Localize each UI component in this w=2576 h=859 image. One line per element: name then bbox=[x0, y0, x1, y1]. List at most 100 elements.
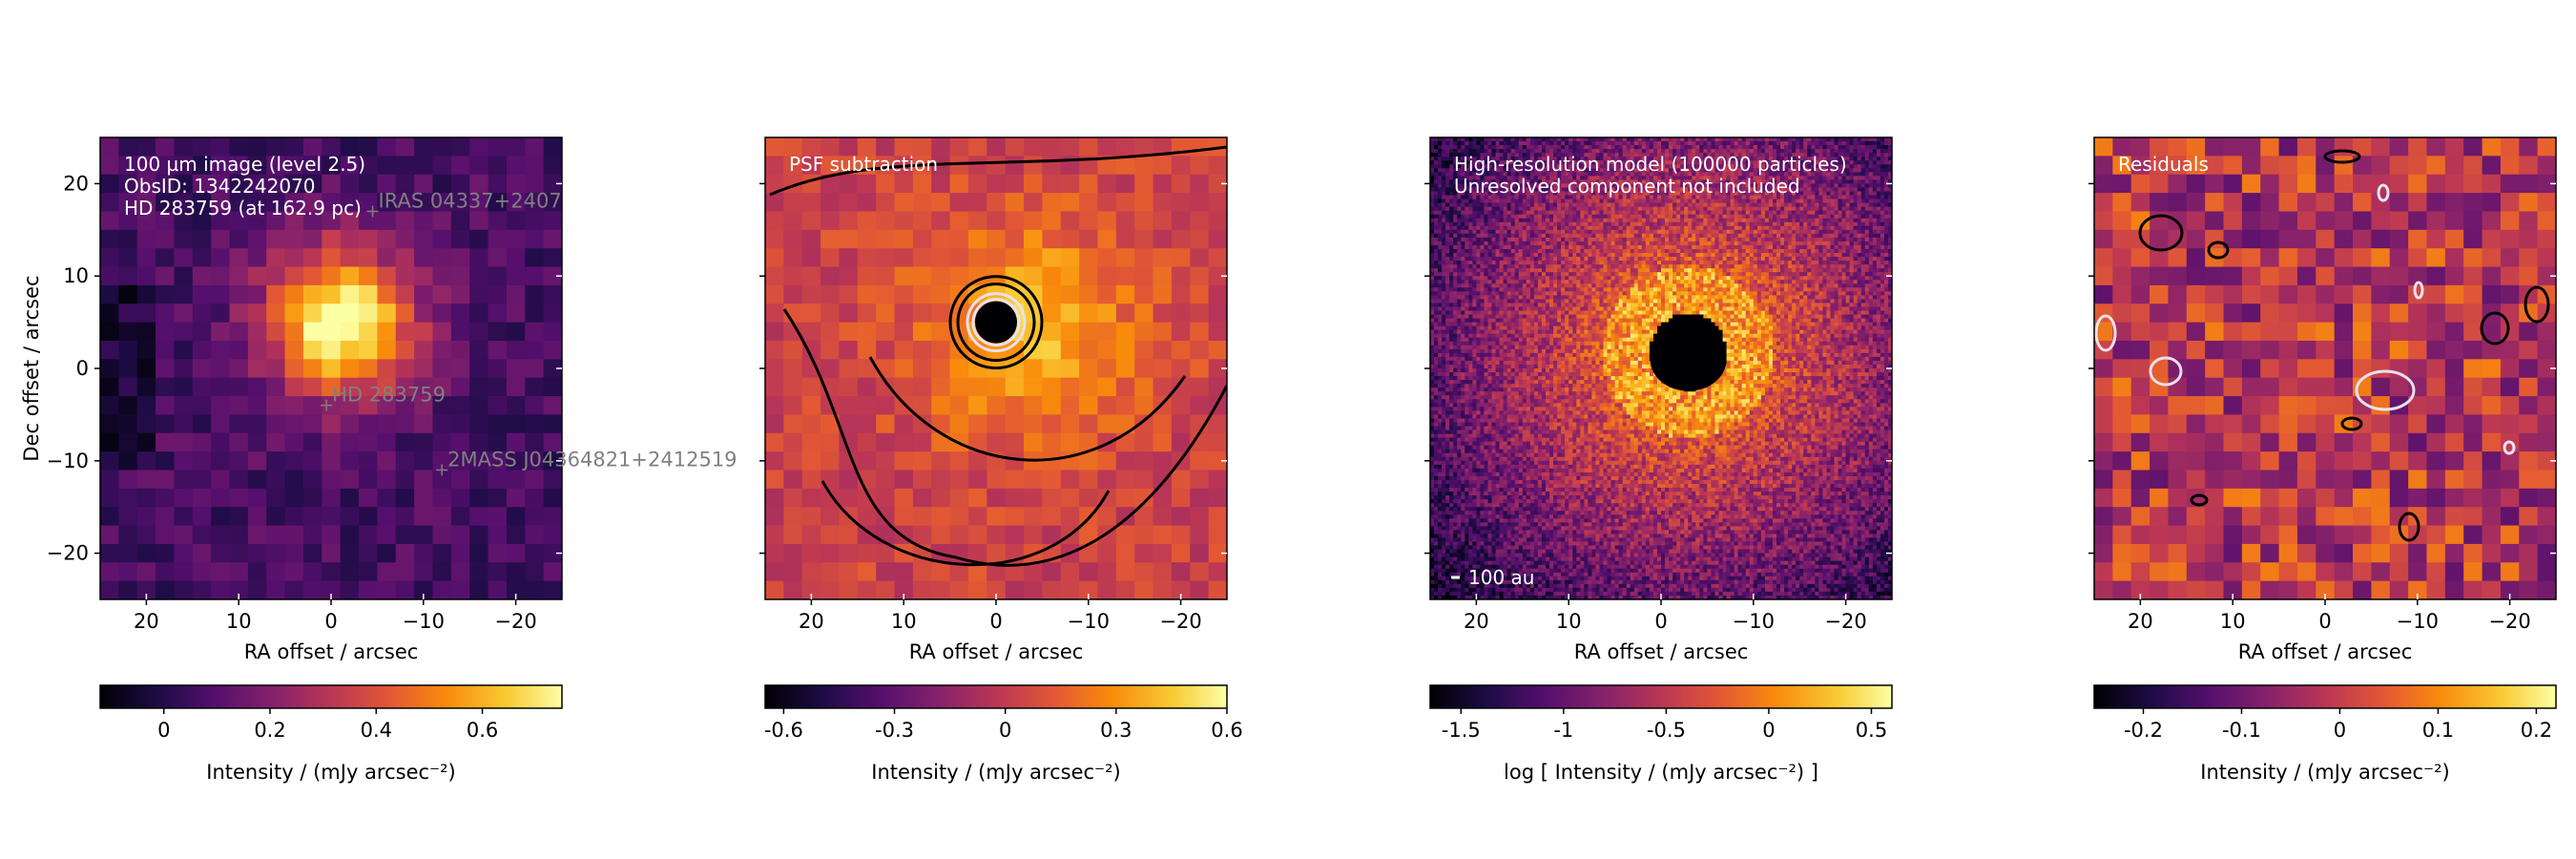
residual-contour-3 bbox=[2340, 416, 2363, 431]
central-cavity bbox=[1650, 327, 1727, 391]
x-tick-label: −20 bbox=[1824, 610, 1866, 633]
residual-contour-13 bbox=[2503, 440, 2516, 455]
contour-ring-3 bbox=[966, 292, 1027, 353]
y-tick-label: −10 bbox=[47, 450, 89, 472]
colorbar-tick-label: 0.5 bbox=[1856, 719, 1887, 742]
colorbar-tick-label: 0.2 bbox=[254, 719, 285, 742]
colorbar-tick-label: -1 bbox=[1553, 719, 1573, 742]
x-tick-label: −10 bbox=[1733, 610, 1775, 633]
x-tick-label: −10 bbox=[2397, 610, 2439, 633]
x-tick-label: −10 bbox=[1068, 610, 1110, 633]
x-axis-label: RA offset / arcsec bbox=[2238, 640, 2413, 663]
panel-4: 20 10 0 −10 −20 RA offset / arcsec Residuals -0… bbox=[2088, 136, 2557, 784]
colorbar bbox=[2093, 684, 2557, 709]
panel-2: 20 10 0 −10 −20 RA offset / arcsec PSF subtrac… bbox=[759, 136, 1243, 784]
colorbar-label: Intensity / (mJy arcsec⁻²) bbox=[2200, 761, 2449, 784]
x-tick-label: 10 bbox=[891, 610, 917, 633]
residual-contour-1 bbox=[2138, 214, 2184, 252]
residual-contour-14 bbox=[2323, 149, 2361, 164]
x-tick-label: 10 bbox=[2220, 610, 2246, 633]
residual-contour-7 bbox=[2190, 493, 2209, 507]
colorbar-tick-label: -1.5 bbox=[1442, 719, 1481, 742]
x-tick-label: −20 bbox=[1159, 610, 1201, 633]
residual-contour-5 bbox=[2524, 285, 2550, 324]
panel-annotation: ObsID: 1342242070 bbox=[124, 175, 316, 198]
colorbar-label: Intensity / (mJy arcsec⁻²) bbox=[206, 761, 455, 784]
colorbar-tick-label: -0.2 bbox=[2124, 719, 2163, 742]
residual-contour-11 bbox=[2377, 183, 2390, 202]
x-tick-label: 20 bbox=[2128, 610, 2153, 633]
x-tick-label: 0 bbox=[324, 610, 337, 633]
colorbar-tick-label: 0.6 bbox=[467, 719, 498, 742]
contour-line-4 bbox=[821, 480, 1111, 567]
panel-annotation: High-resolution model (100000 particles) bbox=[1454, 153, 1847, 176]
residual-contour-4 bbox=[2480, 311, 2510, 346]
colorbar-tick-label: 0.6 bbox=[1211, 719, 1242, 742]
star-label: 2MASS J04364821+2412519 bbox=[447, 448, 737, 471]
colorbar-tick-label: -0.5 bbox=[1647, 719, 1686, 742]
colorbar-tick-label: 0.1 bbox=[2422, 719, 2454, 742]
x-tick-label: 0 bbox=[989, 610, 1002, 633]
contour-line-1 bbox=[769, 145, 1227, 197]
heatmap-image bbox=[765, 137, 1227, 599]
x-tick-label: −20 bbox=[2488, 610, 2530, 633]
star-label: IRAS 04337+2407 bbox=[379, 189, 562, 212]
colorbar-tick-label: 0 bbox=[999, 719, 1011, 742]
x-tick-label: 10 bbox=[1556, 610, 1582, 633]
residual-contour-12 bbox=[2413, 281, 2424, 300]
panel-annotation: PSF subtraction bbox=[789, 153, 938, 176]
heatmap-image bbox=[2094, 137, 2556, 599]
contour-ring-2 bbox=[956, 283, 1036, 363]
colorbar-tick-label: 0 bbox=[157, 719, 170, 742]
heatmap-image bbox=[100, 137, 562, 599]
panel-1: 20 10 0 −10 −20 20 10 0 −10 −20 RA offset / arcsec… bbox=[20, 136, 737, 784]
y-tick-label: 0 bbox=[76, 357, 89, 380]
x-axis-label: RA offset / arcsec bbox=[1574, 640, 1749, 663]
y-axis-label: Dec offset / arcsec bbox=[20, 275, 43, 461]
residual-contour-8 bbox=[2355, 369, 2416, 411]
colorbar-label: Intensity / (mJy arcsec⁻²) bbox=[871, 761, 1120, 784]
residual-contour-10 bbox=[2094, 314, 2117, 352]
heatmap-image bbox=[1430, 137, 1892, 599]
panel-annotation: 100 µm image (level 2.5) bbox=[124, 153, 365, 176]
residual-contour-2 bbox=[2207, 241, 2230, 260]
x-axis-label: RA offset / arcsec bbox=[244, 640, 419, 663]
colorbar-tick-label: -0.6 bbox=[764, 719, 803, 742]
colorbar bbox=[99, 684, 563, 709]
colorbar-tick-label: 0.2 bbox=[2521, 719, 2552, 742]
y-tick-label: 20 bbox=[63, 172, 89, 195]
x-tick-label: 0 bbox=[1654, 610, 1667, 633]
panel-3: 20 10 0 −10 −20 RA offset / arcsec High-resolu… bbox=[1424, 136, 1893, 784]
colorbar bbox=[1429, 684, 1893, 709]
psf-residual-core bbox=[975, 301, 1017, 344]
x-axis-label: RA offset / arcsec bbox=[909, 640, 1084, 663]
x-tick-label: −10 bbox=[403, 610, 445, 633]
colorbar-tick-label: -0.3 bbox=[875, 719, 914, 742]
x-tick-label: −20 bbox=[494, 610, 536, 633]
y-tick-label: −20 bbox=[47, 542, 89, 565]
x-tick-label: 20 bbox=[799, 610, 824, 633]
contour-line-2 bbox=[782, 308, 1227, 567]
scalebar-label: 100 au bbox=[1468, 566, 1534, 589]
panel-annotation: Residuals bbox=[2118, 153, 2209, 176]
colorbar-label: log [ Intensity / (mJy arcsec⁻²) ] bbox=[1504, 761, 1818, 784]
x-tick-label: 10 bbox=[226, 610, 252, 633]
contour-line-3 bbox=[868, 356, 1187, 462]
panel-annotation: Unresolved component not included bbox=[1454, 175, 1800, 198]
contour-ring-4 bbox=[971, 298, 1021, 347]
colorbar-tick-label: 0 bbox=[2334, 719, 2346, 742]
panel-annotation: HD 283759 (at 162.9 pc) bbox=[124, 197, 362, 220]
colorbar-tick-label: -0.1 bbox=[2222, 719, 2261, 742]
contour-ring-1 bbox=[948, 275, 1044, 370]
colorbar bbox=[764, 684, 1228, 709]
residual-contour-9 bbox=[2149, 356, 2183, 387]
colorbar-tick-label: 0.3 bbox=[1100, 719, 1132, 742]
colorbar-tick-label: 0 bbox=[1762, 719, 1775, 742]
colorbar-tick-label: 0.4 bbox=[361, 719, 392, 742]
x-tick-label: 0 bbox=[2318, 610, 2331, 633]
y-tick-label: 10 bbox=[63, 264, 89, 287]
star-label: HD 283759 bbox=[332, 384, 446, 407]
residual-contour-6 bbox=[2398, 512, 2420, 542]
x-tick-label: 20 bbox=[134, 610, 159, 633]
